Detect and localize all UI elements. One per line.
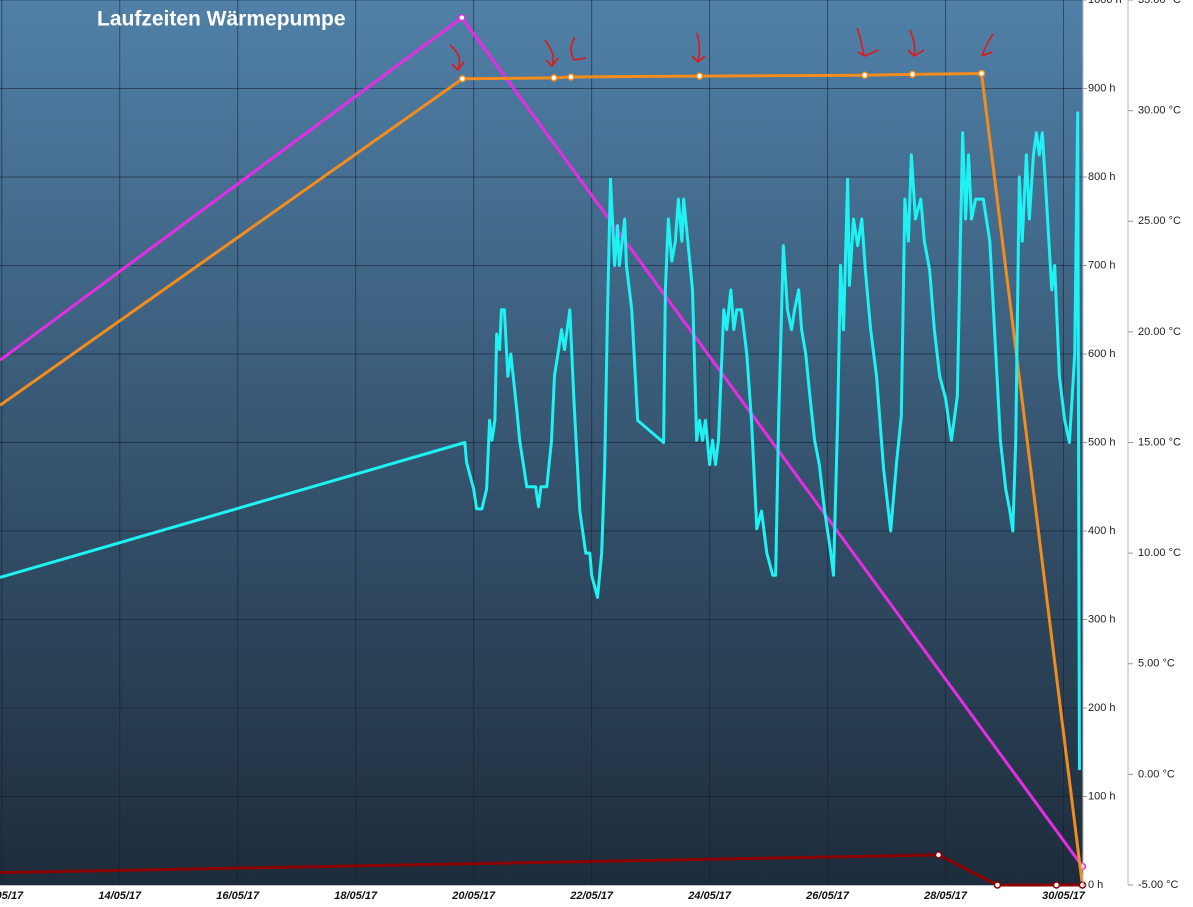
annotation-arrows: [449, 27, 994, 72]
x-tick-label: 26/05/17: [805, 890, 850, 902]
y2-tick-label: 5.00 °C: [1138, 658, 1175, 670]
x-tick-label: 14/05/17: [98, 890, 142, 902]
data-point: [567, 73, 575, 81]
x-tick-label: 30/05/17: [1042, 890, 1086, 902]
y-tick-label: 300 h: [1088, 613, 1116, 625]
y2-tick-label: 30.00 °C: [1138, 105, 1181, 117]
x-tick-label: 28/05/17: [923, 890, 968, 902]
data-point: [1052, 881, 1061, 889]
series-line: [0, 111, 1081, 770]
data-point: [458, 13, 466, 22]
x-tick-label: 16/05/17: [216, 890, 260, 902]
y-tick-label: 500 h: [1088, 436, 1116, 448]
data-point: [695, 72, 704, 80]
y-tick-label: 800 h: [1088, 171, 1116, 183]
chart-title: Laufzeiten Wärmepumpe: [97, 8, 346, 31]
data-point: [908, 70, 917, 79]
data-point: [934, 851, 943, 859]
y-tick-label: 0 h: [1088, 879, 1103, 891]
y-tick-label: 400 h: [1088, 525, 1116, 537]
y2-tick-label: 15.00 °C: [1138, 436, 1181, 448]
y2-tick-label: 0.00 °C: [1138, 768, 1175, 780]
x-tick-label: 24/05/17: [687, 890, 732, 902]
y2-tick-label: 20.00 °C: [1138, 326, 1181, 338]
data-point: [993, 881, 1002, 889]
data-point: [977, 69, 986, 78]
y2-tick-label: 25.00 °C: [1138, 215, 1181, 227]
y2-tick-label: 35.00 °C: [1138, 0, 1181, 6]
y-tick-label: 1000 h: [1088, 0, 1122, 6]
data-point: [550, 74, 558, 82]
x-tick-label: 20/05/17: [451, 890, 496, 902]
y2-tick-label: -5.00 °C: [1138, 879, 1179, 891]
y-tick-label: 100 h: [1088, 790, 1116, 802]
x-tick-label: 12/05/17: [0, 890, 24, 902]
y-tick-label: 600 h: [1088, 348, 1116, 360]
y-tick-label: 200 h: [1088, 702, 1116, 714]
x-tick-label: 22/05/17: [569, 890, 614, 902]
series-layer: [0, 13, 1087, 889]
y-tick-label: 700 h: [1088, 259, 1116, 271]
data-point: [458, 75, 467, 83]
y-tick-label: 900 h: [1088, 82, 1116, 94]
data-point: [860, 71, 869, 79]
y2-tick-label: 10.00 °C: [1138, 547, 1181, 559]
x-tick-label: 18/05/17: [334, 890, 378, 902]
